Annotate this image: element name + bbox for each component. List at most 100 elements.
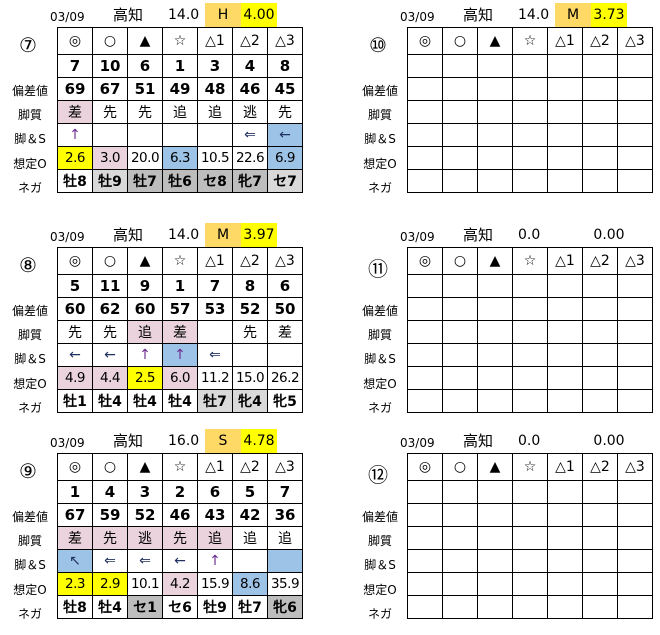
- negative-cell: [547, 595, 583, 619]
- odds-cell: 2.3: [57, 572, 93, 596]
- score-cell: [477, 77, 513, 101]
- arrow-cell: ←: [57, 343, 93, 367]
- distance: 14.0: [168, 227, 200, 243]
- negative-cell: [442, 595, 478, 619]
- running-style-cell: 差: [267, 320, 303, 344]
- negative-cell: [582, 389, 618, 413]
- row-label: 偏差値: [11, 510, 48, 524]
- score-cell: [477, 503, 513, 527]
- negative-cell: [512, 595, 548, 619]
- grade: [555, 429, 591, 453]
- negative-cell: [582, 595, 618, 619]
- row-label: 脚質: [367, 534, 392, 549]
- race-number: ⑪: [368, 257, 388, 281]
- score-cell: [407, 503, 443, 527]
- negative-cell: 牡6: [162, 169, 198, 193]
- score-cell: 67: [92, 77, 128, 101]
- race-panel: 03/09 高知 14.0 H 4.00 ⑦ 偏差値 脚質 脚＆S 想定O ネガ ◎ ○ ▲ ☆ △1 △2 △3…: [5, 3, 315, 209]
- prediction-table: ◎ ○ ▲ ☆ △1 △2 △3 7 10 6 1 3 4 8 69 67 51 49 48 46 45 差先先追追逃先 ↑…: [57, 27, 303, 193]
- row-label: 偏差値: [361, 510, 398, 524]
- arrow-cell: [512, 549, 548, 573]
- row-label: 脚質: [17, 108, 42, 123]
- running-style-cell: 先: [127, 100, 163, 124]
- running-style-cell: 追: [197, 526, 233, 550]
- running-style-cell: 追: [232, 526, 268, 550]
- row-label: 偏差値: [361, 84, 398, 98]
- running-style-cell: 先: [92, 526, 128, 550]
- mark-header: △1: [547, 247, 583, 275]
- odds-cell: [547, 146, 583, 170]
- arrow-cell: [582, 343, 618, 367]
- mark-header: ▲: [127, 247, 163, 275]
- odds-cell: [477, 366, 513, 390]
- horse-number-cell: [582, 274, 618, 298]
- horse-number-cell: [442, 274, 478, 298]
- horse-number-cell: 6: [127, 54, 163, 78]
- arrow-cell: [197, 123, 233, 147]
- score-cell: 59: [92, 503, 128, 527]
- mark-header: △3: [267, 247, 303, 275]
- running-style-cell: 差: [57, 526, 93, 550]
- running-style-cell: [197, 320, 233, 344]
- horse-number-cell: 8: [232, 274, 268, 298]
- arrow-cell: [582, 123, 618, 147]
- score-cell: 53: [197, 297, 233, 321]
- race-panel: 03/09 高知 14.0 M 3.97 ⑧ 偏差値 脚質 脚＆S 想定O ネガ ◎ ○ ▲ ☆ △1 △2 △3…: [5, 223, 315, 429]
- score-cell: 62: [92, 297, 128, 321]
- race-date: 03/09: [50, 230, 85, 244]
- score-cell: 52: [127, 503, 163, 527]
- race-number: ⑦: [19, 33, 37, 57]
- horse-number-cell: [442, 480, 478, 504]
- score-cell: [407, 77, 443, 101]
- grade-value: 3.97: [241, 223, 277, 247]
- score-cell: 45: [267, 77, 303, 101]
- negative-cell: [547, 169, 583, 193]
- mark-header: ○: [92, 27, 128, 55]
- negative-cell: [407, 389, 443, 413]
- running-style-cell: [547, 100, 583, 124]
- arrow-cell: [162, 123, 198, 147]
- mark-header: △1: [197, 453, 233, 481]
- score-cell: [442, 77, 478, 101]
- negative-cell: 牡9: [197, 595, 233, 619]
- mark-header: ☆: [162, 453, 198, 481]
- score-cell: [442, 297, 478, 321]
- horse-number-cell: 7: [57, 54, 93, 78]
- mark-header: △2: [582, 247, 618, 275]
- mark-header: △2: [582, 453, 618, 481]
- distance: 0.0: [518, 433, 541, 449]
- running-style-cell: [617, 100, 653, 124]
- score-cell: 42: [232, 503, 268, 527]
- mark-header: △1: [197, 27, 233, 55]
- race-panel: 03/09 高知 0.0 0.00 ⑪ 偏差値 脚質 脚＆S 想定O ネガ ◎ ○ ▲ ☆ △1 △2 △3: [355, 223, 660, 429]
- grade: M: [205, 223, 241, 247]
- row-label: ネガ: [17, 400, 42, 415]
- arrow-cell: ⇐: [127, 549, 163, 573]
- negative-cell: [617, 169, 653, 193]
- arrow-cell: [617, 343, 653, 367]
- running-style-cell: [442, 320, 478, 344]
- negative-cell: 牡4: [127, 389, 163, 413]
- venue: 高知: [113, 6, 144, 24]
- running-style-cell: [582, 526, 618, 550]
- mark-header: △2: [232, 247, 268, 275]
- odds-cell: 26.2: [267, 366, 303, 390]
- mark-header: ○: [442, 27, 478, 55]
- race-number: ⑩: [369, 33, 387, 57]
- mark-header: ☆: [162, 247, 198, 275]
- score-cell: 67: [57, 503, 93, 527]
- row-label: 脚＆S: [364, 352, 396, 367]
- odds-cell: 6.0: [162, 366, 198, 390]
- mark-header: ◎: [407, 453, 443, 481]
- horse-number-cell: [407, 274, 443, 298]
- running-style-cell: [582, 320, 618, 344]
- negative-cell: [512, 389, 548, 413]
- running-style-cell: [512, 526, 548, 550]
- arrow-cell: [407, 343, 443, 367]
- score-cell: [547, 503, 583, 527]
- horse-number-cell: [547, 480, 583, 504]
- odds-cell: 8.6: [232, 572, 268, 596]
- odds-cell: [407, 146, 443, 170]
- running-style-cell: [512, 320, 548, 344]
- mark-header: ○: [92, 453, 128, 481]
